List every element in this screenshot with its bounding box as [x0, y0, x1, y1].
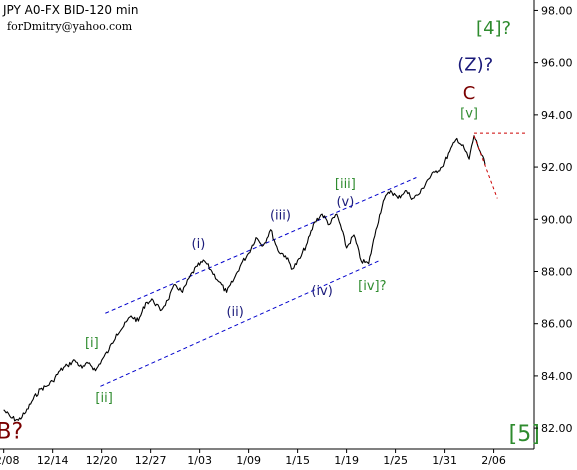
channel-upper-line — [105, 177, 417, 314]
target-projection-line — [473, 135, 498, 199]
target-projection — [473, 132, 527, 199]
wave-label: [iii] — [335, 177, 356, 192]
wave-label: (ii) — [226, 305, 243, 320]
wave-label: [5] — [509, 422, 540, 447]
price-series — [3, 135, 486, 422]
wave-labels: B? [i] [ii] (i) (ii) (iii) (iv) [iii] (v) [iv]? [v… — [0, 18, 540, 447]
channel-lower-line — [100, 260, 379, 387]
x-axis: 12/08 12/14 12/20 12/27 1/03 1/09 1/15 1/19 1/25… — [0, 449, 506, 467]
y-tick-label: 84.00 — [541, 370, 573, 383]
x-tick-label: 1/31 — [432, 454, 457, 465]
y-tick-label: 96.00 — [541, 57, 573, 70]
wave-label: [4]? — [476, 18, 511, 39]
wave-label: B? — [0, 420, 23, 445]
wave-label: (Z)? — [457, 54, 493, 75]
x-tick-label: 1/25 — [383, 454, 408, 465]
wave-label: (iii) — [270, 208, 291, 223]
x-tick-label: 1/09 — [236, 454, 261, 465]
x-tick-label: 1/15 — [285, 454, 310, 465]
y-axis: 82.00 84.00 86.00 88.00 90.00 92.00 94.00 96.00… — [534, 4, 573, 435]
chart-title: JPY A0-FX BID-120 min — [2, 3, 138, 17]
y-tick-label: 94.00 — [541, 109, 573, 122]
y-tick-label: 92.00 — [541, 161, 573, 174]
wave-label: (iv) — [311, 284, 332, 299]
x-tick-label: 12/20 — [86, 454, 118, 465]
y-tick-label: 98.00 — [541, 4, 573, 17]
wave-label: [i] — [85, 336, 99, 351]
x-tick-label: 12/27 — [135, 454, 167, 465]
x-tick-label: 2/06 — [481, 454, 506, 465]
price-line — [3, 135, 486, 422]
x-tick-label: 1/03 — [187, 454, 212, 465]
x-tick-label: 12/08 — [0, 454, 20, 465]
wave-label: (v) — [336, 195, 354, 210]
x-tick-label: 12/14 — [37, 454, 69, 465]
wave-label: (i) — [192, 237, 206, 252]
author-credit: forDmitry@yahoo.com — [7, 20, 133, 33]
y-tick-label: 88.00 — [541, 265, 573, 278]
wave-label: C — [463, 83, 476, 104]
channel-lines — [100, 177, 417, 387]
x-tick-label: 1/19 — [334, 454, 359, 465]
y-tick-label: 82.00 — [541, 422, 573, 435]
wave-label: [v] — [460, 106, 478, 121]
wave-label: [ii] — [95, 391, 112, 406]
wave-label: [iv]? — [358, 279, 386, 294]
y-tick-label: 90.00 — [541, 213, 573, 226]
y-tick-label: 86.00 — [541, 318, 573, 331]
